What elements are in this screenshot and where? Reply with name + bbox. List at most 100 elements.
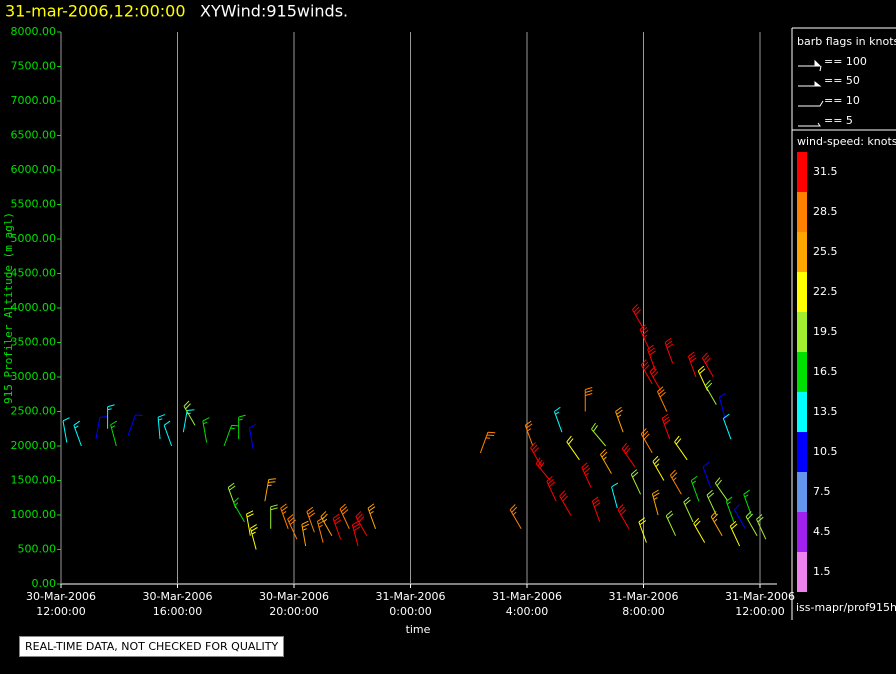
- wind-barb: [649, 366, 662, 392]
- colorbar-label: 13.5: [813, 405, 838, 418]
- wind-barb: [163, 420, 173, 447]
- wind-barb: [355, 511, 368, 536]
- x-axis-label: time: [406, 623, 431, 636]
- wind-barb: [248, 424, 257, 450]
- colorbar-label: 31.5: [813, 165, 838, 178]
- wind-barb: [581, 462, 592, 488]
- y-tick-label: 5500.00: [11, 198, 57, 211]
- wind-barb: [652, 455, 665, 481]
- colorbar-swatch: [797, 152, 807, 192]
- colorbar-swatch: [797, 232, 807, 272]
- y-axis-label: 915 Profiler Altitude (m agl): [2, 212, 15, 404]
- wind-barb: [183, 400, 196, 426]
- colorbar-swatch: [797, 272, 807, 312]
- chart-title: 31-mar-2006,12:00:00: [5, 2, 186, 21]
- wind-barb: [615, 406, 624, 433]
- wind-barb: [640, 428, 653, 454]
- wind-barb: [714, 477, 729, 502]
- wind-barb: [702, 462, 711, 488]
- barb-legend-title: barb flags in knots: [797, 35, 896, 48]
- wind-barb: [223, 424, 239, 447]
- wind-barb: [107, 404, 115, 429]
- colorbar-swatch: [797, 312, 807, 352]
- wind-barb: [301, 520, 310, 547]
- wind-barb: [706, 489, 717, 516]
- barb-legend-label: == 100: [824, 55, 867, 68]
- wind-barb: [600, 448, 612, 474]
- wind-barb: [157, 414, 166, 440]
- colorbar-swatch: [797, 432, 807, 472]
- wind-barb: [690, 475, 700, 502]
- wind-barb: [479, 431, 496, 454]
- barb-legend-label: == 50: [824, 74, 860, 87]
- colorbar-label: 28.5: [813, 205, 838, 218]
- wind-barb: [725, 496, 735, 523]
- y-tick-label: 3500.00: [11, 336, 57, 349]
- wind-barb: [591, 422, 607, 447]
- wind-barb: [638, 517, 647, 543]
- colorbar-swatch: [797, 192, 807, 232]
- source-label: iss-mapr/prof915h: [796, 601, 896, 614]
- colorbar-swatch: [797, 472, 807, 512]
- wind-barb: [320, 511, 333, 536]
- x-tick-label: 31-Mar-2006 8:00:00: [608, 590, 679, 618]
- wind-barb: [559, 490, 572, 516]
- y-tick-label: 8000.00: [11, 25, 57, 38]
- wind-barb: [202, 417, 210, 443]
- wind-barb: [710, 511, 723, 536]
- barb-legend-label: == 10: [824, 94, 860, 107]
- wind-barb: [693, 517, 706, 543]
- wind-barb: [182, 409, 195, 433]
- wind-barb: [630, 469, 642, 495]
- y-tick-label: 1000.00: [11, 508, 57, 521]
- wind-barb: [745, 511, 758, 536]
- wind-barb: [339, 503, 350, 530]
- wind-barb: [718, 392, 726, 419]
- wind-barb: [316, 517, 325, 543]
- wind-barb: [287, 514, 298, 540]
- wind-barb: [647, 344, 656, 371]
- wind-barb: [591, 496, 601, 523]
- wind-barb: [640, 359, 653, 385]
- chart-subtitle: XYWind:915winds.: [200, 2, 348, 21]
- wind-barb: [701, 352, 714, 378]
- y-tick-label: 4000.00: [11, 301, 57, 314]
- wind-barb: [73, 420, 82, 447]
- colorbar-swatch: [797, 552, 807, 592]
- colorbar-swatch: [797, 352, 807, 392]
- colorbar-label: 19.5: [813, 325, 838, 338]
- colorbar-label: 4.5: [813, 525, 831, 538]
- y-tick-label: 4500.00: [11, 267, 57, 280]
- colorbar-swatch: [797, 512, 807, 552]
- colorbar-title: wind-speed: knots: [797, 135, 896, 148]
- wind-barb: [722, 413, 732, 440]
- x-tick-label: 30-Mar-2006 12:00:00: [26, 590, 96, 618]
- wind-barb: [233, 497, 245, 523]
- x-tick-label: 31-Mar-2006 12:00:00: [725, 590, 795, 618]
- y-tick-label: 6000.00: [11, 163, 57, 176]
- x-tick-label: 31-Mar-2006 4:00:00: [492, 590, 562, 618]
- wind-barb: [546, 476, 557, 502]
- wind-barb: [62, 417, 70, 443]
- wind-barb: [729, 520, 741, 547]
- wind-barb: [734, 504, 746, 530]
- y-tick-label: 6500.00: [11, 129, 57, 142]
- y-tick-label: 3000.00: [11, 370, 57, 383]
- wind-barb: [524, 420, 534, 447]
- y-tick-label: 1500.00: [11, 474, 57, 487]
- wind-barb: [238, 414, 246, 440]
- wind-barb: [674, 435, 688, 461]
- wind-barb: [127, 414, 143, 436]
- wind-barb: [584, 387, 593, 412]
- y-tick-label: 0.00: [32, 577, 57, 590]
- wind-barb: [566, 435, 580, 461]
- x-tick-label: 30-Mar-2006 20:00:00: [259, 590, 329, 618]
- wind-barb: [245, 510, 254, 536]
- wind-barb: [661, 413, 671, 440]
- y-tick-label: 5000.00: [11, 232, 57, 245]
- quality-note: REAL-TIME DATA, NOT CHECKED FOR QUALITY: [19, 636, 285, 657]
- wind-barb: [367, 503, 377, 529]
- wind-barb: [683, 496, 694, 523]
